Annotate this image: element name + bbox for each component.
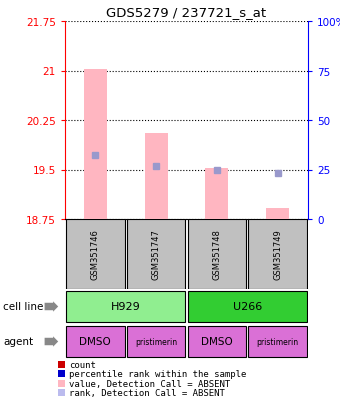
Bar bbox=[127, 219, 185, 289]
Title: GDS5279 / 237721_s_at: GDS5279 / 237721_s_at bbox=[106, 7, 267, 19]
Text: pristimerin: pristimerin bbox=[257, 337, 299, 346]
Text: U266: U266 bbox=[233, 302, 262, 312]
Text: agent: agent bbox=[3, 337, 34, 347]
Bar bbox=[188, 219, 246, 289]
Text: H929: H929 bbox=[111, 302, 141, 312]
Text: GSM351748: GSM351748 bbox=[212, 229, 221, 280]
Text: rank, Detection Call = ABSENT: rank, Detection Call = ABSENT bbox=[69, 388, 225, 397]
Bar bbox=[66, 219, 124, 289]
Bar bbox=[249, 326, 307, 357]
Text: pristimerin: pristimerin bbox=[135, 337, 177, 346]
Bar bbox=[66, 326, 124, 357]
Bar bbox=[188, 291, 307, 323]
Text: value, Detection Call = ABSENT: value, Detection Call = ABSENT bbox=[69, 379, 230, 387]
Bar bbox=[58, 389, 65, 396]
Bar bbox=[84, 70, 107, 219]
Text: GSM351749: GSM351749 bbox=[273, 229, 282, 280]
Bar bbox=[66, 291, 185, 323]
Text: DMSO: DMSO bbox=[201, 337, 233, 347]
Bar bbox=[58, 361, 65, 368]
Text: count: count bbox=[69, 360, 96, 369]
Text: GSM351747: GSM351747 bbox=[152, 229, 160, 280]
Bar bbox=[249, 219, 307, 289]
Bar bbox=[58, 370, 65, 377]
Bar bbox=[188, 326, 246, 357]
Text: GSM351746: GSM351746 bbox=[91, 229, 100, 280]
Bar bbox=[266, 208, 289, 219]
Bar bbox=[58, 380, 65, 387]
Text: DMSO: DMSO bbox=[80, 337, 111, 347]
Bar bbox=[127, 326, 185, 357]
Text: cell line: cell line bbox=[3, 302, 44, 312]
Text: percentile rank within the sample: percentile rank within the sample bbox=[69, 369, 247, 378]
Bar bbox=[144, 134, 168, 219]
Bar bbox=[205, 169, 228, 219]
